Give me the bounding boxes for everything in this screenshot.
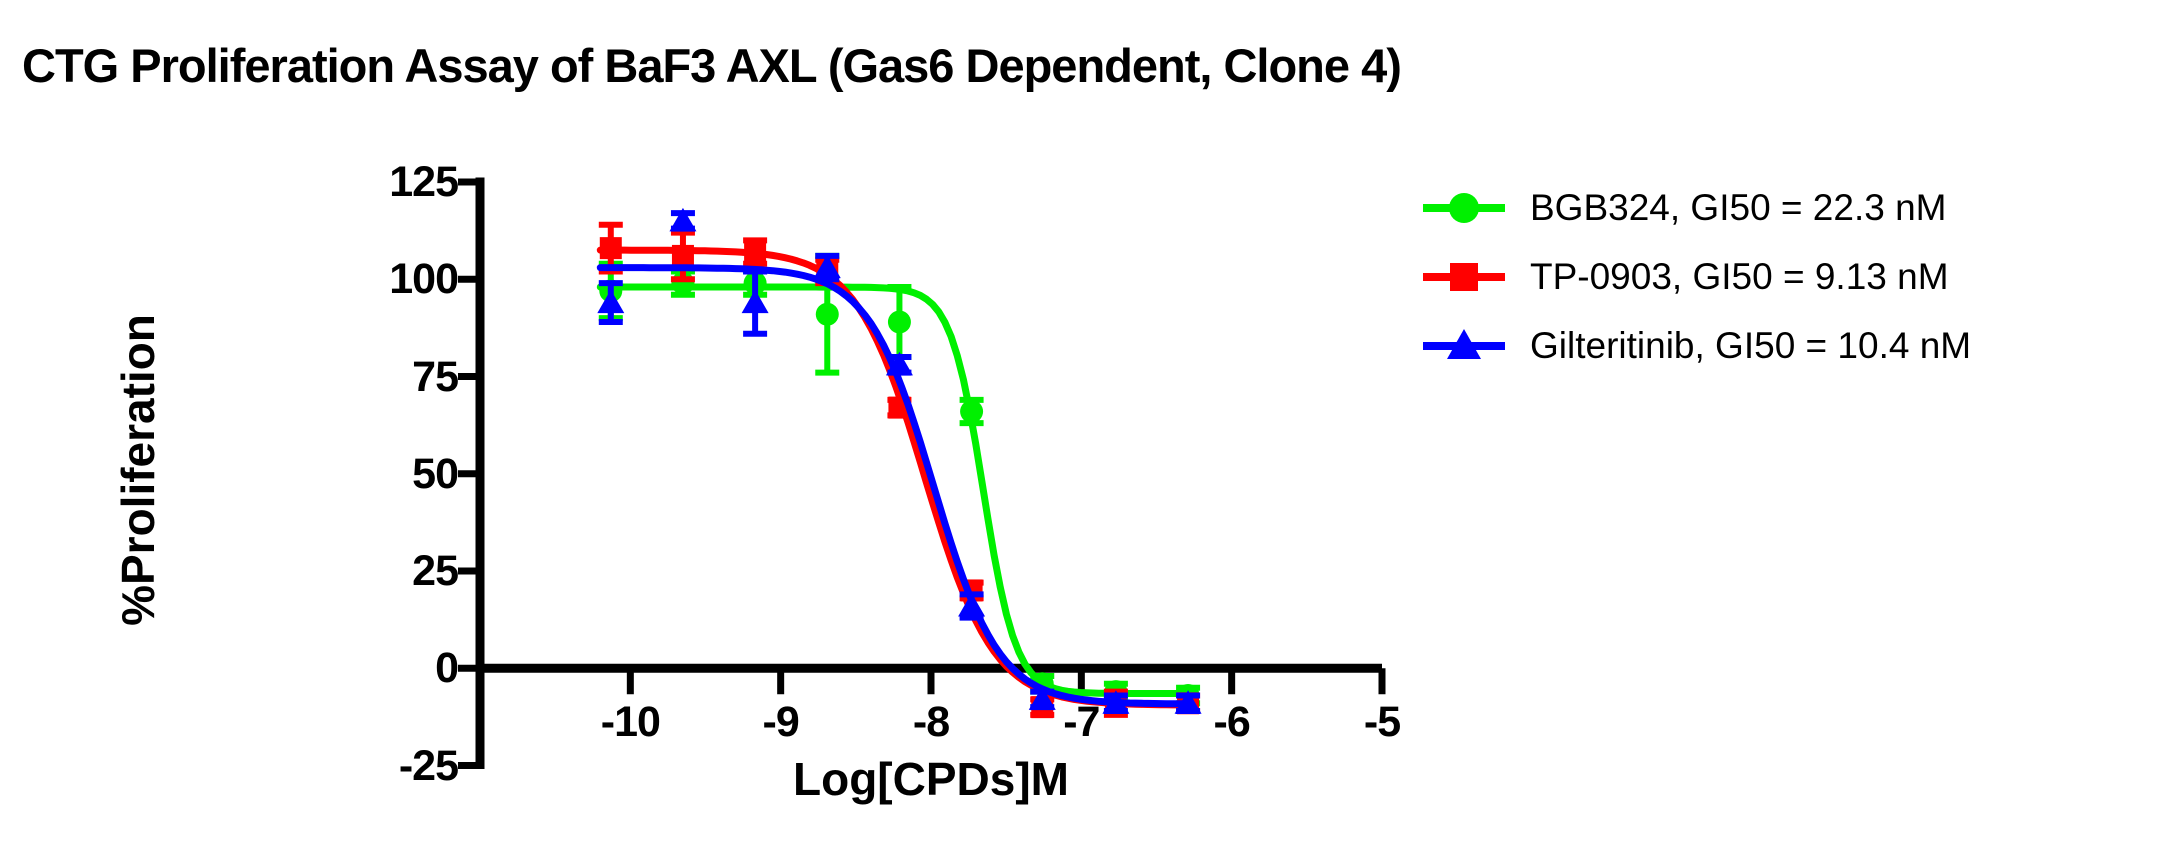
x-tick-label--8: -8 (912, 698, 950, 746)
data-point-triangle (597, 289, 625, 314)
x-tick-label--7: -7 (1063, 698, 1100, 746)
data-point-square (744, 241, 767, 264)
data-point-square (599, 237, 622, 260)
data-point-triangle (741, 289, 769, 314)
data-point-triangle (669, 207, 697, 232)
data-point-triangle (1028, 686, 1056, 710)
fit-curve (596, 264, 1195, 708)
legend-label-gilteritinib: Gilteritinib, GI50 = 10.4 nM (1530, 324, 1972, 366)
legend-item-bgb324: BGB324, GI50 = 22.3 nM (1420, 173, 1971, 242)
y-tick-label-25: 25 (412, 547, 459, 595)
legend-label-bgb324: BGB324, GI50 = 22.3 nM (1530, 186, 1947, 228)
data-point-triangle (1102, 690, 1130, 714)
data-point-circle (887, 310, 911, 334)
y-tick-label-100: 100 (389, 255, 459, 304)
x-tick-label--6: -6 (1213, 698, 1251, 746)
x-tick-label--9: -9 (762, 698, 800, 746)
bgb324-circle-legend-marker (1423, 192, 1505, 223)
gilteritinib-triangle-legend-marker (1423, 328, 1505, 359)
chart-title: CTG Proliferation Assay of BaF3 AXL (Gas… (22, 39, 1402, 92)
legend-item-gilteritinib: Gilteritinib, GI50 = 10.4 nM (1420, 311, 1971, 380)
x-tick-label--5: -5 (1363, 698, 1401, 746)
x-tick-label--10: -10 (600, 698, 661, 746)
data-point-triangle (958, 593, 986, 617)
data-point-triangle (1174, 690, 1202, 714)
legend-item-tp0903: TP-0903, GI50 = 9.13 nM (1420, 242, 1971, 311)
y-tick-label--25: -25 (398, 741, 459, 790)
y-tick-label-0: 0 (435, 644, 459, 693)
fit-curve (596, 283, 1195, 697)
data-point-circle (815, 302, 839, 326)
legend-label-tp0903: TP-0903, GI50 = 9.13 nM (1530, 255, 1949, 297)
y-tick-label-75: 75 (412, 352, 459, 401)
x-axis-title: Log[CPDs]M (793, 753, 1069, 805)
y-tick-label-50: 50 (412, 449, 459, 498)
legend: BGB324, GI50 = 22.3 nM TP-0903, GI50 = 9… (1420, 173, 1971, 380)
data-point-circle (960, 400, 984, 424)
series-bgb324 (596, 252, 1201, 707)
tp0903-square-legend-marker (1423, 262, 1505, 291)
data-point-triangle (813, 254, 841, 279)
y-tick-label-125: 125 (389, 158, 459, 206)
data-point-square (671, 244, 694, 267)
series-gilteritinib (596, 207, 1202, 715)
data-point-triangle (885, 351, 913, 376)
